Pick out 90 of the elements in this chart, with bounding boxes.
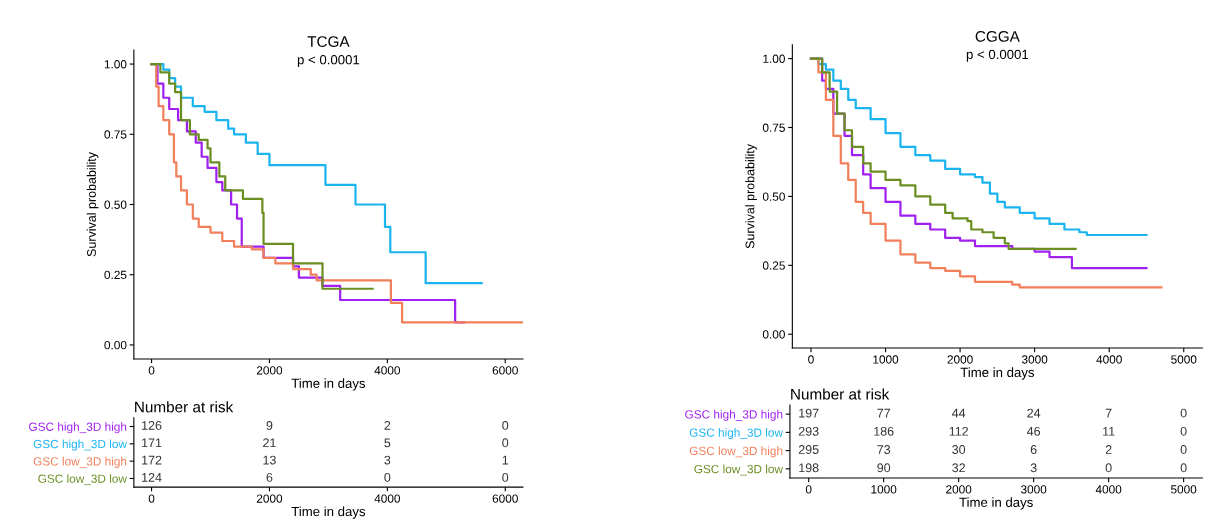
y-tick-label: GSC low_3D low — [38, 474, 127, 486]
data-label: 11 — [1103, 427, 1115, 436]
data-label: 0 — [502, 438, 509, 448]
chart-subtitle: p < 0.0001 — [966, 49, 1029, 62]
x-tick-label: 4000 — [374, 366, 401, 375]
x-tick-label: 0 — [148, 366, 155, 375]
data-label: 21 — [263, 438, 276, 448]
data-label: 7 — [1105, 408, 1112, 418]
y-axis-title: Survival probability — [745, 143, 757, 249]
data-label: 126 — [142, 421, 162, 430]
y-tick-label: 0.75 — [762, 123, 785, 132]
data-label: 73 — [877, 445, 891, 454]
x-tick-label: 4000 — [374, 494, 401, 503]
x-axis-title: Time in days — [291, 506, 366, 519]
data-label: 0 — [1180, 445, 1187, 454]
x-tick-label: 4000 — [1096, 355, 1122, 364]
y-tick-label: GSC high_3D low — [33, 439, 127, 451]
chart-title: Number at risk — [135, 401, 234, 413]
data-label: 295 — [798, 445, 819, 454]
data-label: 112 — [949, 426, 968, 436]
y-tick-label: GSC high_3D high — [685, 409, 783, 421]
data-label: 293 — [798, 426, 819, 436]
x-axis-title: Time in days — [291, 378, 366, 391]
data-label: 0 — [502, 421, 509, 430]
x-tick-label: 1000 — [871, 485, 897, 494]
data-label: 2 — [1105, 445, 1112, 454]
data-label: 124 — [142, 472, 162, 482]
y-tick-label: GSC high_3D high — [29, 422, 127, 434]
data-label: 6 — [266, 472, 273, 482]
x-tick-label: 0 — [148, 494, 155, 503]
data-label: 0 — [1180, 463, 1187, 473]
y-tick-label: 0.00 — [104, 340, 127, 350]
data-label: 0 — [1105, 463, 1112, 473]
data-label: 186 — [874, 426, 894, 436]
data-label: 0 — [1180, 426, 1187, 436]
data-label: 0 — [502, 472, 509, 482]
y-tick-label: 0.50 — [104, 200, 127, 209]
x-axis-title: Time in days — [960, 367, 1035, 380]
chart-title: CGGA — [975, 30, 1020, 42]
y-tick-label: GSC high_3D low — [689, 428, 784, 440]
data-label: 5 — [384, 438, 391, 448]
data-label: 198 — [799, 463, 819, 473]
y-tick-label: GSC low_3D low — [694, 464, 784, 476]
x-tick-label: 4000 — [1095, 485, 1122, 494]
data-label: 0 — [384, 472, 391, 482]
y-tick-label: 0.25 — [762, 261, 785, 270]
x-tick-label: 6000 — [492, 366, 518, 375]
data-label: 3 — [1030, 463, 1037, 473]
y-tick-label: 0.50 — [762, 192, 785, 201]
x-tick-label: 2000 — [256, 494, 283, 503]
x-tick-label: 3000 — [1021, 355, 1048, 364]
x-tick-label: 1000 — [873, 355, 899, 364]
data-label: 9 — [266, 421, 273, 430]
y-tick-label: 0.00 — [762, 330, 785, 339]
data-label: 197 — [799, 408, 819, 418]
data-label: 32 — [952, 463, 965, 473]
data-label: 24 — [1027, 408, 1041, 418]
x-tick-label: 2000 — [256, 366, 283, 375]
data-label: 13 — [263, 455, 276, 465]
y-tick-label: 1.00 — [763, 54, 785, 63]
chart-title: Number at risk — [791, 388, 890, 400]
y-axis-title: Survival probability — [86, 152, 99, 257]
chart-title: TCGA — [307, 36, 350, 47]
data-label: 0 — [1180, 408, 1187, 418]
data-label: 90 — [877, 463, 891, 473]
y-tick-label: 0.75 — [104, 130, 127, 139]
chart-subtitle: p < 0.0001 — [297, 55, 360, 67]
data-label: 1 — [502, 455, 509, 465]
y-tick-label: 1.00 — [104, 60, 127, 69]
x-axis-title: Time in days — [959, 497, 1033, 510]
x-tick-label: 0 — [805, 485, 812, 494]
data-label: 2 — [384, 421, 391, 430]
data-label: 77 — [877, 408, 890, 418]
y-tick-label: GSC low_3D high — [689, 446, 783, 458]
y-tick-label: 0.25 — [104, 270, 127, 280]
x-tick-label: 0 — [808, 355, 814, 364]
data-label: 30 — [952, 445, 966, 454]
x-tick-label: 2000 — [947, 355, 973, 364]
data-label: 6 — [1030, 445, 1037, 454]
x-tick-label: 5000 — [1171, 355, 1197, 364]
data-label: 46 — [1026, 426, 1041, 436]
x-tick-label: 5000 — [1170, 485, 1197, 494]
x-tick-label: 3000 — [1020, 485, 1047, 494]
data-label: 44 — [952, 408, 966, 418]
y-tick-label: GSC low_3D high — [33, 456, 127, 468]
data-label: 3 — [384, 455, 391, 465]
x-tick-label: 6000 — [492, 494, 518, 503]
x-tick-label: 2000 — [946, 485, 972, 494]
data-label: 171 — [142, 438, 162, 448]
data-label: 172 — [142, 455, 162, 465]
